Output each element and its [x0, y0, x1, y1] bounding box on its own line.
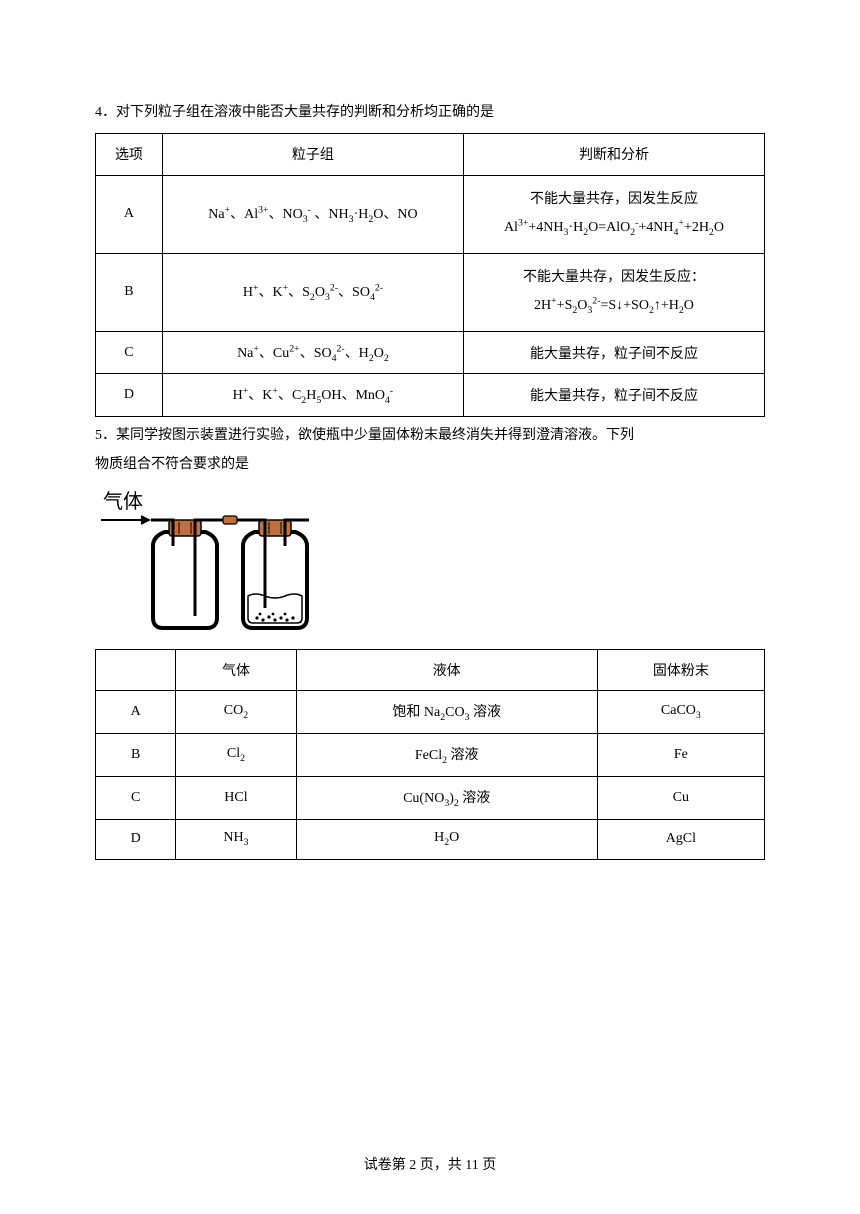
apparatus-diagram: 气体 — [95, 486, 325, 641]
table-row: B H+、K+、S2O32-、SO42- 不能大量共存，因发生反应： 2H++S… — [96, 253, 765, 331]
q5-d-gas: NH3 — [176, 819, 296, 859]
q4-d-opt: D — [96, 374, 163, 417]
q4-h-option: 选项 — [96, 133, 163, 175]
q5-c-liquid: Cu(NO3)2 溶液 — [296, 777, 597, 820]
table-row: D NH3 H2O AgCl — [96, 819, 765, 859]
q4-b-group: H+、K+、S2O32-、SO42- — [162, 253, 463, 331]
q5-c-solid: Cu — [597, 777, 764, 820]
q4-c-group: Na+、Cu2+、SO42-、H2O2 — [162, 331, 463, 374]
q5-b-gas: Cl2 — [176, 734, 296, 777]
q5-table: 气体 液体 固体粉末 A CO2 饱和 Na2CO3 溶液 CaCO3 B Cl… — [95, 649, 765, 859]
table-header-row: 气体 液体 固体粉末 — [96, 650, 765, 691]
bottle-2 — [237, 520, 309, 626]
q5-h-gas: 气体 — [176, 650, 296, 691]
apparatus-svg: 气体 — [95, 486, 325, 636]
q5-c-gas: HCl — [176, 777, 296, 820]
q4-b-analysis: 不能大量共存，因发生反应： 2H++S2O32-=S↓+SO2↑+H2O — [463, 253, 764, 331]
table-row: C HCl Cu(NO3)2 溶液 Cu — [96, 777, 765, 820]
q4-a-analysis: 不能大量共存，因发生反应 Al3++4NH3·H2O=AlO2-+4NH4++2… — [463, 175, 764, 253]
q5-d-opt: D — [96, 819, 176, 859]
q4-b-opt: B — [96, 253, 163, 331]
q4-c-analysis: 能大量共存，粒子间不反应 — [463, 331, 764, 374]
q4-a-opt: A — [96, 175, 163, 253]
table-row: A Na+、Al3+、NO3- 、NH3·H2O、NO 不能大量共存，因发生反应… — [96, 175, 765, 253]
q5-a-opt: A — [96, 691, 176, 734]
q4-d-group: H+、K+、C2H5OH、MnO4- — [162, 374, 463, 417]
table-row: D H+、K+、C2H5OH、MnO4- 能大量共存，粒子间不反应 — [96, 374, 765, 417]
q5-d-solid: AgCl — [597, 819, 764, 859]
table-row: B Cl2 FeCl2 溶液 Fe — [96, 734, 765, 777]
q4-a-group: Na+、Al3+、NO3- 、NH3·H2O、NO — [162, 175, 463, 253]
gas-label: 气体 — [103, 490, 143, 513]
q4-d-analysis: 能大量共存，粒子间不反应 — [463, 374, 764, 417]
q5-h-solid: 固体粉末 — [597, 650, 764, 691]
q5-b-liquid: FeCl2 溶液 — [296, 734, 597, 777]
table-header-row: 选项 粒子组 判断和分析 — [96, 133, 765, 175]
table-row: A CO2 饱和 Na2CO3 溶液 CaCO3 — [96, 691, 765, 734]
q4-table: 选项 粒子组 判断和分析 A Na+、Al3+、NO3- 、NH3·H2O、NO… — [95, 133, 765, 418]
q5-prompt-2: 物质组合不符合要求的是 — [95, 452, 765, 479]
table-row: C Na+、Cu2+、SO42-、H2O2 能大量共存，粒子间不反应 — [96, 331, 765, 374]
q4-h-analysis: 判断和分析 — [463, 133, 764, 175]
bottle-1 — [151, 520, 223, 626]
q5-d-liquid: H2O — [296, 819, 597, 859]
q4-c-opt: C — [96, 331, 163, 374]
q5-prompt-1: 5．某同学按图示装置进行实验，欲使瓶中少量固体粉末最终消失并得到澄清溶液。下列 — [95, 423, 765, 450]
q5-b-opt: B — [96, 734, 176, 777]
connector — [223, 516, 237, 524]
q4-prompt: 4．对下列粒子组在溶液中能否大量共存的判断和分析均正确的是 — [95, 100, 765, 127]
q5-h-liquid: 液体 — [296, 650, 597, 691]
q5-c-opt: C — [96, 777, 176, 820]
q5-a-gas: CO2 — [176, 691, 296, 734]
q5-a-solid: CaCO3 — [597, 691, 764, 734]
q5-b-solid: Fe — [597, 734, 764, 777]
page-footer: 试卷第 2 页，共 11 页 — [0, 1154, 860, 1174]
q5-a-liquid: 饱和 Na2CO3 溶液 — [296, 691, 597, 734]
q5-h-blank — [96, 650, 176, 691]
q4-h-group: 粒子组 — [162, 133, 463, 175]
